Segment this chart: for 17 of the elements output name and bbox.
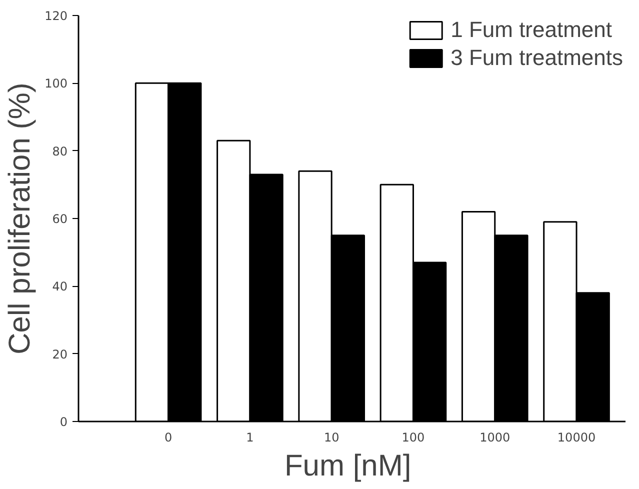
legend-label: 3 Fum treatments bbox=[450, 45, 623, 71]
y-tick-label: 100 bbox=[44, 76, 68, 91]
legend-label: 1 Fum treatment bbox=[450, 17, 612, 43]
y-tick-label: 0 bbox=[60, 415, 68, 429]
y-tick-label: 40 bbox=[52, 280, 68, 294]
x-tick-label: 1000 bbox=[480, 430, 510, 444]
x-tick-label: 10 bbox=[324, 430, 340, 444]
y-tick-label: 120 bbox=[44, 9, 68, 23]
y-tick-label: 20 bbox=[52, 347, 68, 362]
x-axis-title: Fum [nM] bbox=[284, 450, 412, 482]
x-tick-label: 1 bbox=[246, 430, 254, 444]
y-axis-title: Cell proliferation (%) bbox=[4, 82, 37, 354]
x-tick-label: 0 bbox=[164, 430, 172, 444]
y-tick-label: 80 bbox=[52, 144, 68, 158]
y-tick-label: 60 bbox=[52, 212, 68, 226]
x-tick-label: 10000 bbox=[557, 430, 596, 444]
x-tick-label: 100 bbox=[402, 430, 425, 444]
